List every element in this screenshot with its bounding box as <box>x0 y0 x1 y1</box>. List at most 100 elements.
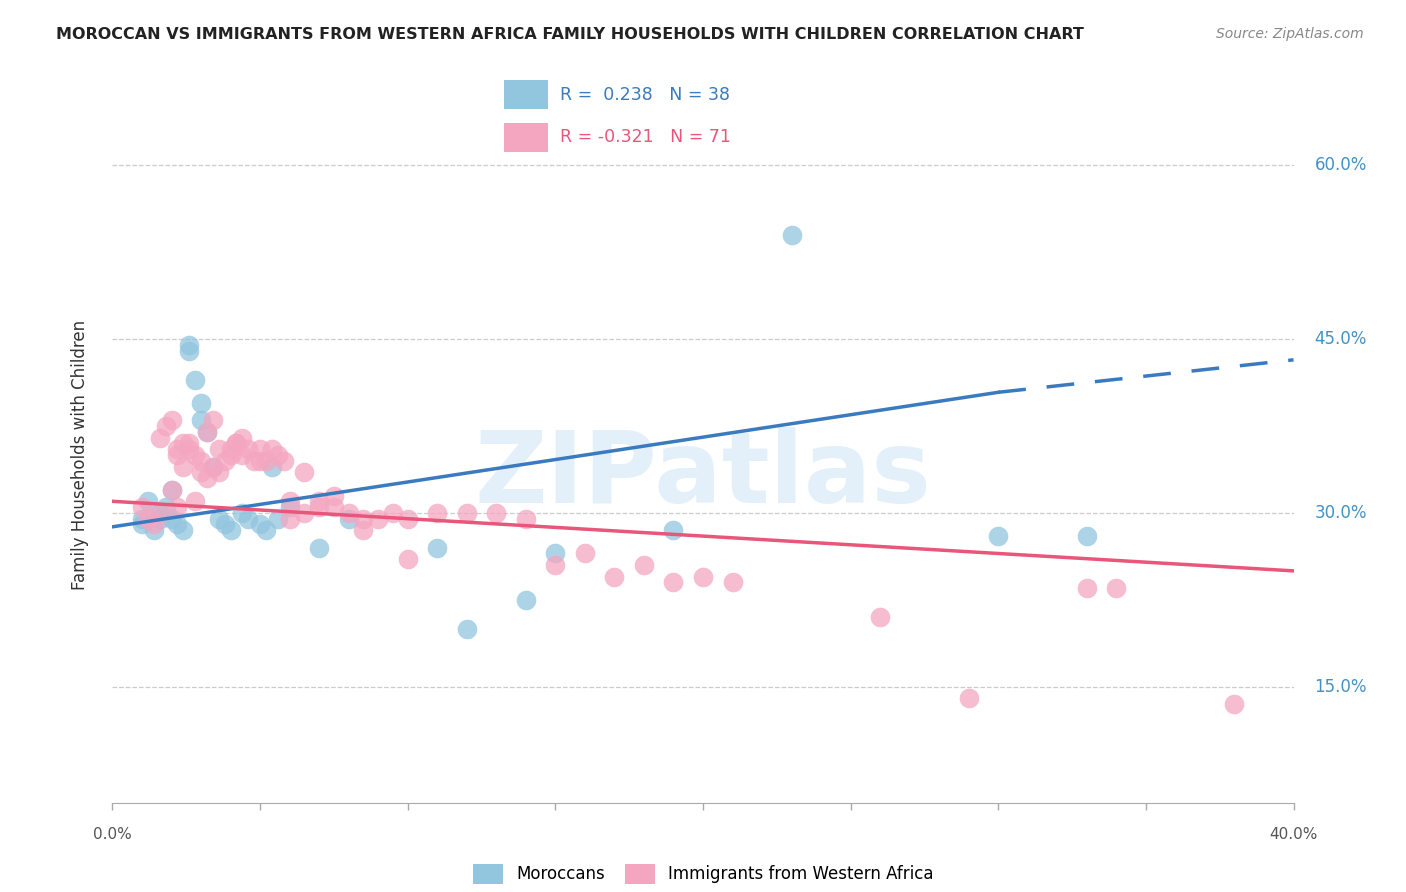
Point <box>238 442 260 456</box>
Point <box>166 442 188 456</box>
Point <box>249 442 271 456</box>
Point <box>267 511 290 525</box>
Point <box>201 459 224 474</box>
Point <box>160 483 183 497</box>
Point <box>201 413 224 427</box>
Point <box>308 494 330 508</box>
Text: R =  0.238   N = 38: R = 0.238 N = 38 <box>560 86 730 103</box>
Text: MOROCCAN VS IMMIGRANTS FROM WESTERN AFRICA FAMILY HOUSEHOLDS WITH CHILDREN CORRE: MOROCCAN VS IMMIGRANTS FROM WESTERN AFRI… <box>56 27 1084 42</box>
Point <box>136 494 159 508</box>
Point <box>574 546 596 561</box>
Point <box>367 511 389 525</box>
Point <box>957 691 980 706</box>
Point <box>214 517 236 532</box>
Point <box>208 511 231 525</box>
Point <box>603 570 626 584</box>
Point <box>166 500 188 514</box>
Point <box>662 575 685 590</box>
Point <box>131 511 153 525</box>
Point <box>249 453 271 467</box>
Point <box>382 506 405 520</box>
Point <box>208 466 231 480</box>
Point <box>308 500 330 514</box>
Point <box>273 453 295 467</box>
Point <box>190 395 212 409</box>
Point <box>231 448 253 462</box>
Point <box>780 227 803 242</box>
Point <box>278 511 301 525</box>
Point <box>172 523 194 537</box>
Point <box>208 442 231 456</box>
Point <box>721 575 744 590</box>
Bar <box>505 80 548 109</box>
Point <box>243 453 266 467</box>
Point <box>219 448 242 462</box>
Point <box>142 523 165 537</box>
Point <box>544 546 567 561</box>
Legend: Moroccans, Immigrants from Western Africa: Moroccans, Immigrants from Western Afric… <box>464 856 942 892</box>
Text: 60.0%: 60.0% <box>1315 156 1367 174</box>
Point <box>544 558 567 573</box>
Point <box>323 500 346 514</box>
Point <box>254 523 277 537</box>
Point <box>352 523 374 537</box>
Point <box>131 517 153 532</box>
Point <box>172 459 194 474</box>
Point <box>231 430 253 444</box>
Point <box>292 466 315 480</box>
Point <box>260 442 283 456</box>
Point <box>149 511 172 525</box>
Text: R = -0.321   N = 71: R = -0.321 N = 71 <box>560 128 731 146</box>
Point <box>160 413 183 427</box>
Point <box>1223 698 1246 712</box>
Point <box>292 506 315 520</box>
Point <box>225 436 247 450</box>
Point <box>219 442 242 456</box>
Point <box>249 517 271 532</box>
Point <box>190 466 212 480</box>
Point <box>662 523 685 537</box>
Point <box>166 448 188 462</box>
Point <box>278 500 301 514</box>
Text: Source: ZipAtlas.com: Source: ZipAtlas.com <box>1216 27 1364 41</box>
Point <box>219 523 242 537</box>
Point <box>396 552 419 566</box>
Point <box>179 343 201 358</box>
Point <box>214 453 236 467</box>
Point <box>278 494 301 508</box>
Point <box>201 459 224 474</box>
Point <box>869 610 891 624</box>
Point <box>308 541 330 555</box>
Point <box>231 506 253 520</box>
Point <box>184 448 207 462</box>
Point <box>323 489 346 503</box>
Point <box>160 511 183 525</box>
Point <box>456 622 478 636</box>
Point <box>426 541 449 555</box>
Point <box>692 570 714 584</box>
Point <box>190 453 212 467</box>
Point <box>238 511 260 525</box>
Point <box>155 500 177 514</box>
Point <box>352 511 374 525</box>
Point <box>485 506 508 520</box>
Point <box>184 373 207 387</box>
Point <box>515 592 537 607</box>
Point <box>172 436 194 450</box>
Point <box>149 430 172 444</box>
Point <box>179 337 201 351</box>
Point <box>456 506 478 520</box>
Point <box>254 453 277 467</box>
Point <box>166 517 188 532</box>
Text: 15.0%: 15.0% <box>1315 678 1367 696</box>
Text: 30.0%: 30.0% <box>1315 504 1367 522</box>
Point <box>184 494 207 508</box>
Point <box>160 483 183 497</box>
Point <box>1105 582 1128 596</box>
Point <box>131 500 153 514</box>
Point <box>260 459 283 474</box>
Point <box>149 506 172 520</box>
Y-axis label: Family Households with Children: Family Households with Children <box>70 320 89 590</box>
Text: ZIPatlas: ZIPatlas <box>475 427 931 524</box>
Point <box>155 418 177 433</box>
